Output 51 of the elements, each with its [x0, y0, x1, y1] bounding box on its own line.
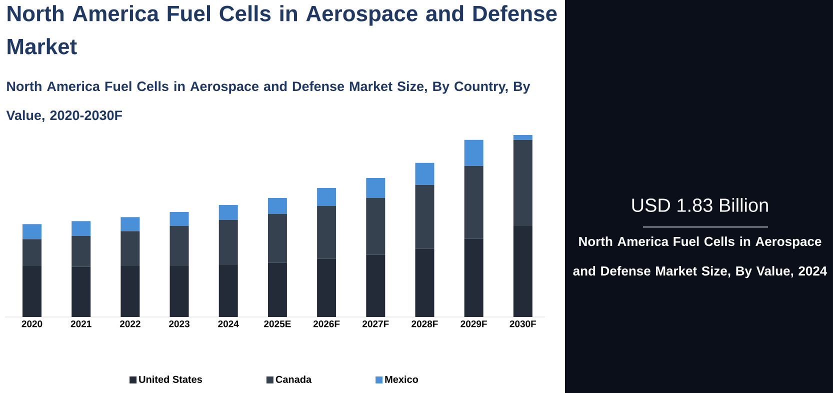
x-tick-label: 2022 [120, 320, 140, 328]
bar [72, 266, 91, 317]
bar [170, 266, 189, 317]
text: North America Fuel Cells in Aerospace and Defense Market Size, By Value, 2024 [573, 236, 828, 278]
bar [22, 266, 42, 317]
bar [317, 206, 336, 259]
bar [415, 248, 434, 317]
bar [268, 214, 287, 263]
bar [366, 178, 386, 198]
bar [415, 184, 434, 249]
bar [317, 258, 336, 317]
bar [366, 198, 386, 255]
text: North America Fuel Cells in Aerospace and Defense Market Size, By Country, By Value, 2020-2030F [6, 81, 530, 122]
bar [120, 217, 140, 232]
text: USD 1.83 Billion [632, 198, 768, 212]
legend-label: United States [139, 376, 202, 383]
bar [22, 239, 42, 266]
x-tick-label: 2030F [510, 320, 536, 328]
bar [22, 224, 42, 240]
bar [268, 262, 287, 317]
x-tick-label: 2029F [460, 320, 487, 328]
bar [513, 226, 532, 317]
x-tick-label: 2021 [70, 320, 92, 328]
x-tick-label: 2025E [264, 320, 291, 328]
bar [170, 212, 189, 226]
chart-title: North America Fuel Cells in Aerospace and Defense Market [8, 5, 557, 54]
bar [218, 264, 238, 317]
legend-label: Canada [276, 376, 312, 383]
bar [170, 226, 189, 266]
bar [317, 188, 336, 206]
bar [464, 140, 484, 166]
bar [120, 231, 140, 266]
x-tick-label: 2023 [169, 320, 190, 328]
bar [268, 198, 287, 214]
bar [120, 266, 140, 317]
bar [464, 166, 484, 239]
bar [464, 238, 484, 317]
bar [366, 254, 386, 317]
x-tick-label: 2027F [362, 320, 389, 328]
x-tick-label: 2024 [218, 320, 239, 328]
bar [218, 220, 238, 265]
bar [513, 140, 532, 226]
bar [513, 134, 532, 140]
x-tick-label: 2028F [412, 320, 438, 328]
bar [72, 236, 91, 267]
x-tick-label: 2026F [313, 320, 340, 328]
legend-label: Mexico [385, 376, 418, 383]
bar [415, 162, 434, 185]
x-tick-label: 2020 [22, 320, 42, 328]
bar [72, 221, 91, 236]
bar [218, 205, 238, 220]
